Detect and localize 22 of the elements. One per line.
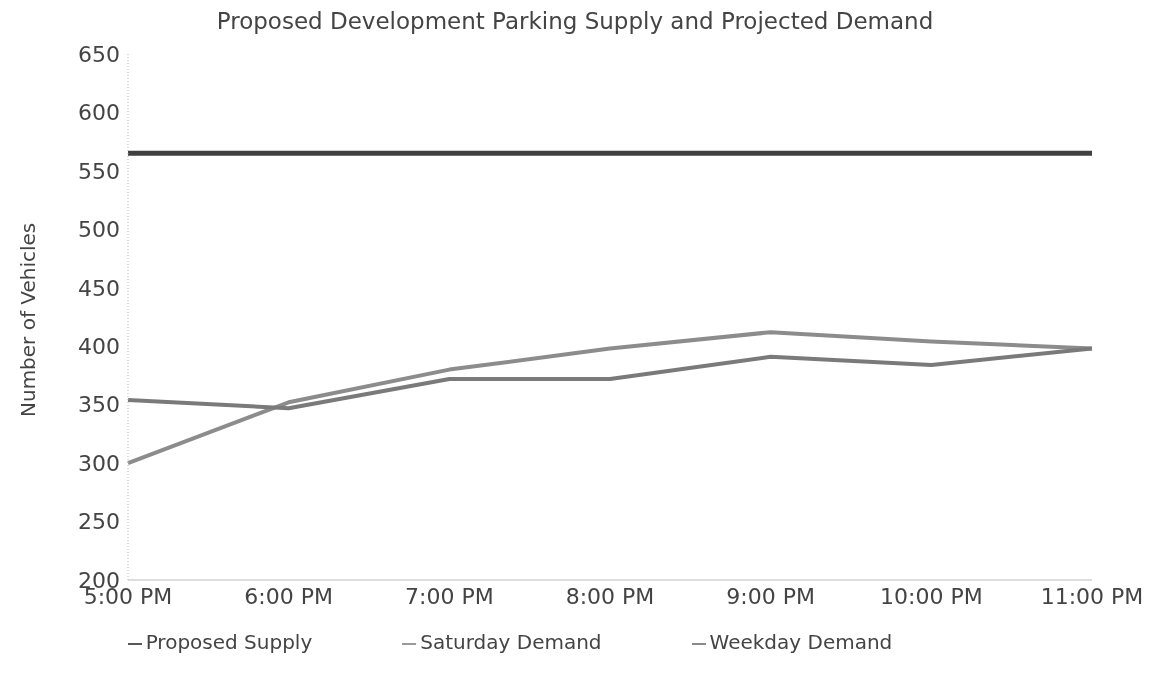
- y-tick-label: 600: [78, 100, 120, 126]
- x-tick-label: 9:00 PM: [726, 583, 815, 609]
- y-tick-label: 500: [78, 217, 120, 243]
- legend-label: Proposed Supply: [145, 630, 313, 654]
- y-tick-label: 450: [78, 275, 120, 301]
- legend-label: Weekday Demand: [709, 630, 893, 654]
- line-series: [126, 346, 1094, 411]
- x-tick-label: 8:00 PM: [565, 583, 655, 609]
- y-tick-label: 400: [78, 334, 120, 360]
- legend-label: Saturday Demand: [420, 630, 602, 654]
- y-tick-label: 250: [78, 509, 120, 535]
- y-tick-label: 650: [78, 41, 120, 67]
- y-tick-label: 350: [78, 392, 120, 418]
- x-tick-label: 10:00 PM: [880, 583, 983, 609]
- line-series: [126, 330, 1094, 466]
- chart-title: Proposed Development Parking Supply and Projected Demand: [215, 8, 935, 34]
- x-tick-label: 11:00 PM: [1040, 583, 1144, 609]
- y-tick-label: 300: [78, 450, 120, 476]
- x-tick-label: 6:00 PM: [244, 583, 333, 609]
- x-tick-label: 7:00 PM: [405, 583, 494, 609]
- y-tick-label: 550: [78, 158, 120, 184]
- y-axis-title: Number of Vehicles: [16, 222, 41, 417]
